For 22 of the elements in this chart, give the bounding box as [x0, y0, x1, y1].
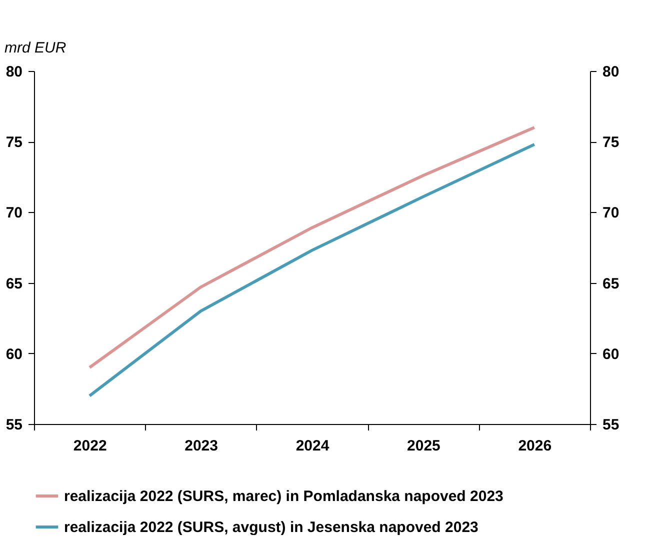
y-tick-label: 55 [6, 416, 22, 434]
y-tick-label: 70 [6, 204, 22, 222]
line-series [88, 126, 536, 370]
y-tick-label: 80 [6, 64, 22, 80]
y-tick-label: 60 [6, 346, 22, 363]
y2-tick-label: 80 [602, 64, 620, 80]
y2-tick-label: 65 [602, 275, 620, 292]
x-tick-label: 2024 [296, 438, 330, 454]
y2-tick-label: 70 [602, 204, 620, 222]
x-tick-label: 2025 [407, 438, 440, 454]
y-tick-label: 65 [6, 275, 22, 292]
y-axis-title: mrd EUR [4, 40, 66, 56]
y2-tick-label: 75 [602, 134, 620, 152]
x-tick-label: 2026 [518, 438, 552, 454]
y-tick-label: 75 [6, 134, 22, 152]
y2-tick-label: 55 [602, 416, 620, 434]
x-tick-label: 2023 [184, 438, 218, 454]
y2-tick-label: 60 [602, 346, 620, 363]
legend-label: realizacija 2022 (SURS, avgust) in Jesenska napoved 2023 [64, 519, 478, 536]
x-tick-label: 2022 [73, 438, 107, 454]
line-series [88, 142, 536, 398]
legend-label: realizacija 2022 (SURS, marec) in Pomladanska napoved 2023 [64, 488, 504, 505]
